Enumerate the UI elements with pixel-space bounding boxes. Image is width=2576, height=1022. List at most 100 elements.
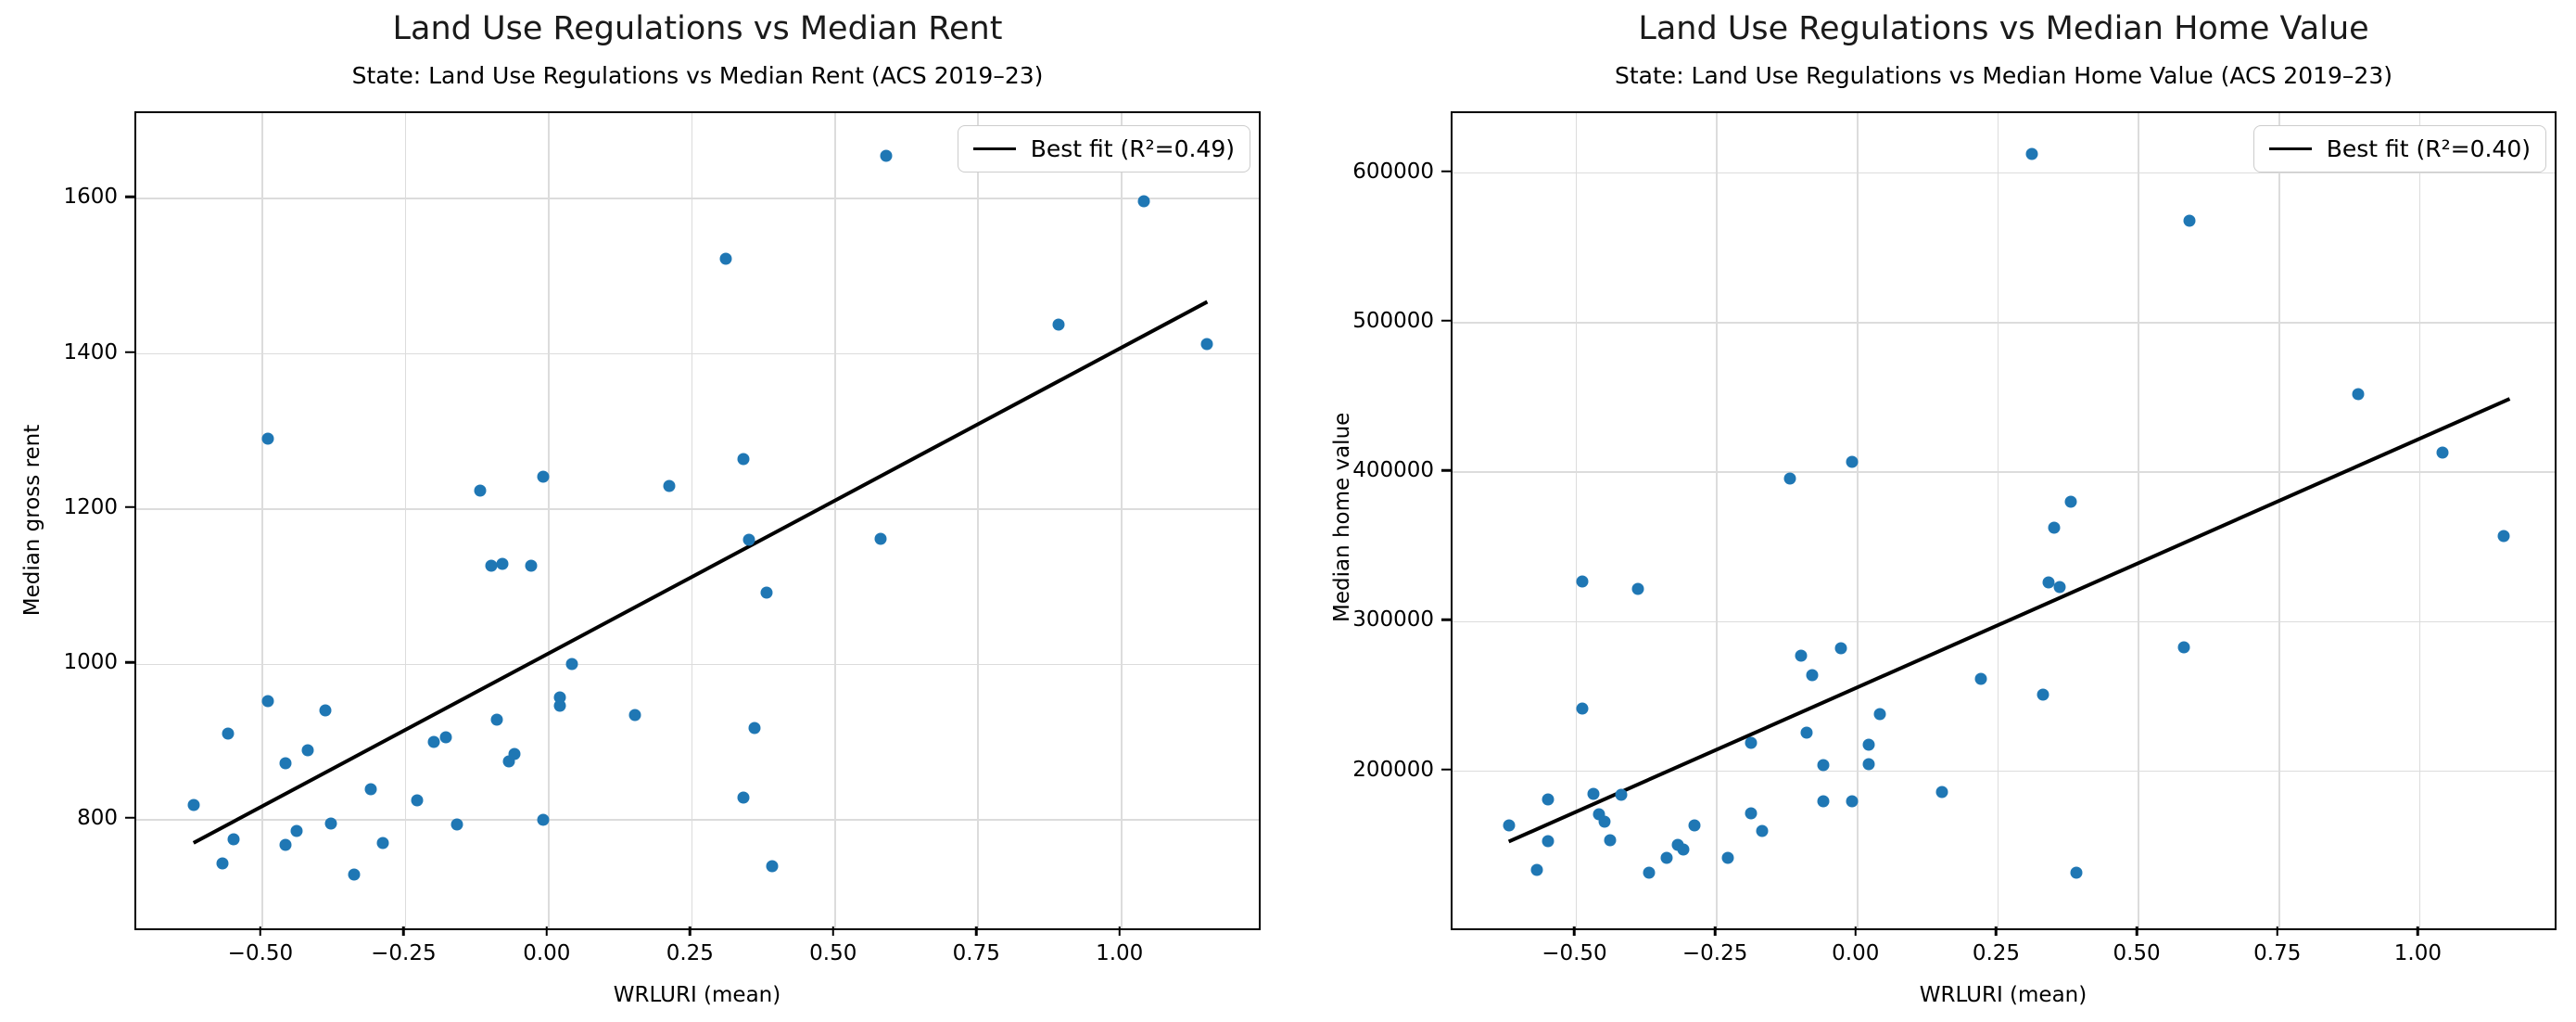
scatter-point (874, 532, 887, 545)
scatter-point (261, 432, 274, 445)
x-gridline (2278, 113, 2280, 928)
scatter-point (1542, 793, 1554, 806)
right-legend-label: Best fit (R²=0.40) (2326, 135, 2531, 162)
scatter-point (1660, 851, 1673, 864)
scatter-point (2025, 147, 2038, 160)
x-tick-label: 0.75 (2253, 941, 2302, 965)
y-gridline (136, 198, 1259, 199)
x-tick-label: 1.00 (1096, 941, 1144, 965)
x-gridline (1120, 113, 1123, 928)
x-tick-label: 0.00 (1832, 941, 1880, 965)
scatter-point (216, 857, 229, 870)
scatter-point (427, 735, 440, 748)
scatter-point (1677, 843, 1690, 856)
scatter-point (279, 757, 292, 770)
scatter-point (1846, 455, 1859, 468)
x-tick-mark (831, 926, 835, 936)
left-chart-subtitle: State: Land Use Regulations vs Median Re… (351, 61, 1044, 89)
x-tick-label: 0.00 (523, 941, 571, 965)
best-fit-line (1507, 397, 2511, 844)
y-tick-label: 800 (77, 805, 118, 830)
scatter-point (537, 813, 550, 826)
y-tick-label: 1000 (63, 650, 118, 675)
x-gridline (1575, 113, 1578, 928)
scatter-point (439, 731, 452, 744)
scatter-point (364, 783, 377, 796)
x-gridline (833, 113, 836, 928)
scatter-point (1745, 736, 1757, 749)
scatter-point (348, 868, 361, 881)
right-subplot-titles: Land Use Regulations vs Median Home Valu… (1451, 11, 2557, 89)
x-tick-mark (2417, 926, 2419, 936)
x-tick-mark (402, 926, 405, 936)
right-legend: Best fit (R²=0.40) (2252, 125, 2546, 172)
y-tick-mark (1441, 319, 1451, 323)
x-tick-mark (689, 926, 692, 936)
x-tick-mark (1713, 926, 1717, 936)
x-gridline (1997, 113, 1999, 928)
scatter-point (2177, 641, 2190, 654)
left-y-axis-label: Median gross rent (20, 424, 44, 617)
scatter-point (628, 709, 641, 722)
scatter-point (2042, 576, 2055, 589)
x-gridline (404, 113, 407, 928)
scatter-point (1576, 575, 1589, 588)
y-gridline (1453, 172, 2555, 174)
y-gridline (136, 663, 1259, 666)
scatter-point (411, 794, 424, 807)
right-chart-title: Land Use Regulations vs Median Home Valu… (1638, 10, 2369, 47)
y-tick-mark (125, 195, 134, 198)
scatter-point (1783, 472, 1796, 485)
x-tick-label: 0.50 (2113, 941, 2161, 965)
left-chart-title: Land Use Regulations vs Median Rent (392, 10, 1003, 47)
x-tick-mark (1854, 926, 1858, 936)
right-plot-area: Best fit (R²=0.40) (1451, 111, 2557, 930)
x-tick-mark (2276, 926, 2278, 936)
right-y-axis-label: Median home value (1330, 412, 1354, 622)
scatter-point (1587, 787, 1600, 800)
scatter-point (553, 699, 566, 712)
scatter-point (2497, 530, 2510, 543)
scatter-point (1598, 815, 1611, 828)
scatter-point (376, 837, 389, 850)
best-fit-line (192, 300, 1209, 845)
x-tick-label: 0.75 (952, 941, 1000, 965)
scatter-point (1688, 819, 1701, 832)
x-tick-mark (2135, 926, 2138, 936)
y-tick-label: 1600 (63, 185, 118, 210)
x-tick-label: −0.50 (227, 941, 294, 965)
scatter-point (1756, 824, 1769, 837)
x-tick-mark (1995, 926, 1998, 936)
right-x-axis-label: WRLURI (mean) (1919, 983, 2087, 1007)
scatter-point (1817, 795, 1830, 808)
scatter-point (1542, 835, 1554, 848)
scatter-point (2070, 866, 2083, 879)
y-gridline (136, 508, 1259, 510)
scatter-point (1974, 672, 1987, 685)
y-tick-mark (1441, 768, 1451, 771)
x-tick-label: 1.00 (2393, 941, 2443, 965)
x-tick-label: 0.25 (666, 941, 714, 965)
scatter-point (301, 744, 314, 757)
scatter-point (2352, 388, 2365, 401)
x-tick-label: −0.25 (371, 941, 437, 965)
scatter-point (1137, 195, 1150, 208)
scatter-point (474, 484, 487, 497)
scatter-point (261, 695, 274, 708)
scatter-point (187, 798, 200, 811)
y-tick-label: 1400 (63, 339, 118, 364)
x-tick-mark (259, 926, 262, 936)
scatter-point (2436, 446, 2449, 459)
scatter-point (1721, 851, 1734, 864)
scatter-point (1530, 863, 1543, 876)
scatter-point (508, 747, 521, 760)
scatter-point (490, 713, 503, 726)
y-tick-label: 1200 (63, 494, 118, 519)
left-legend-label: Best fit (R²=0.49) (1030, 135, 1235, 162)
scatter-point (748, 722, 761, 735)
y-gridline (1453, 471, 2555, 473)
x-tick-mark (545, 926, 549, 936)
scatter-point (290, 824, 303, 837)
scatter-point (2037, 688, 2049, 701)
